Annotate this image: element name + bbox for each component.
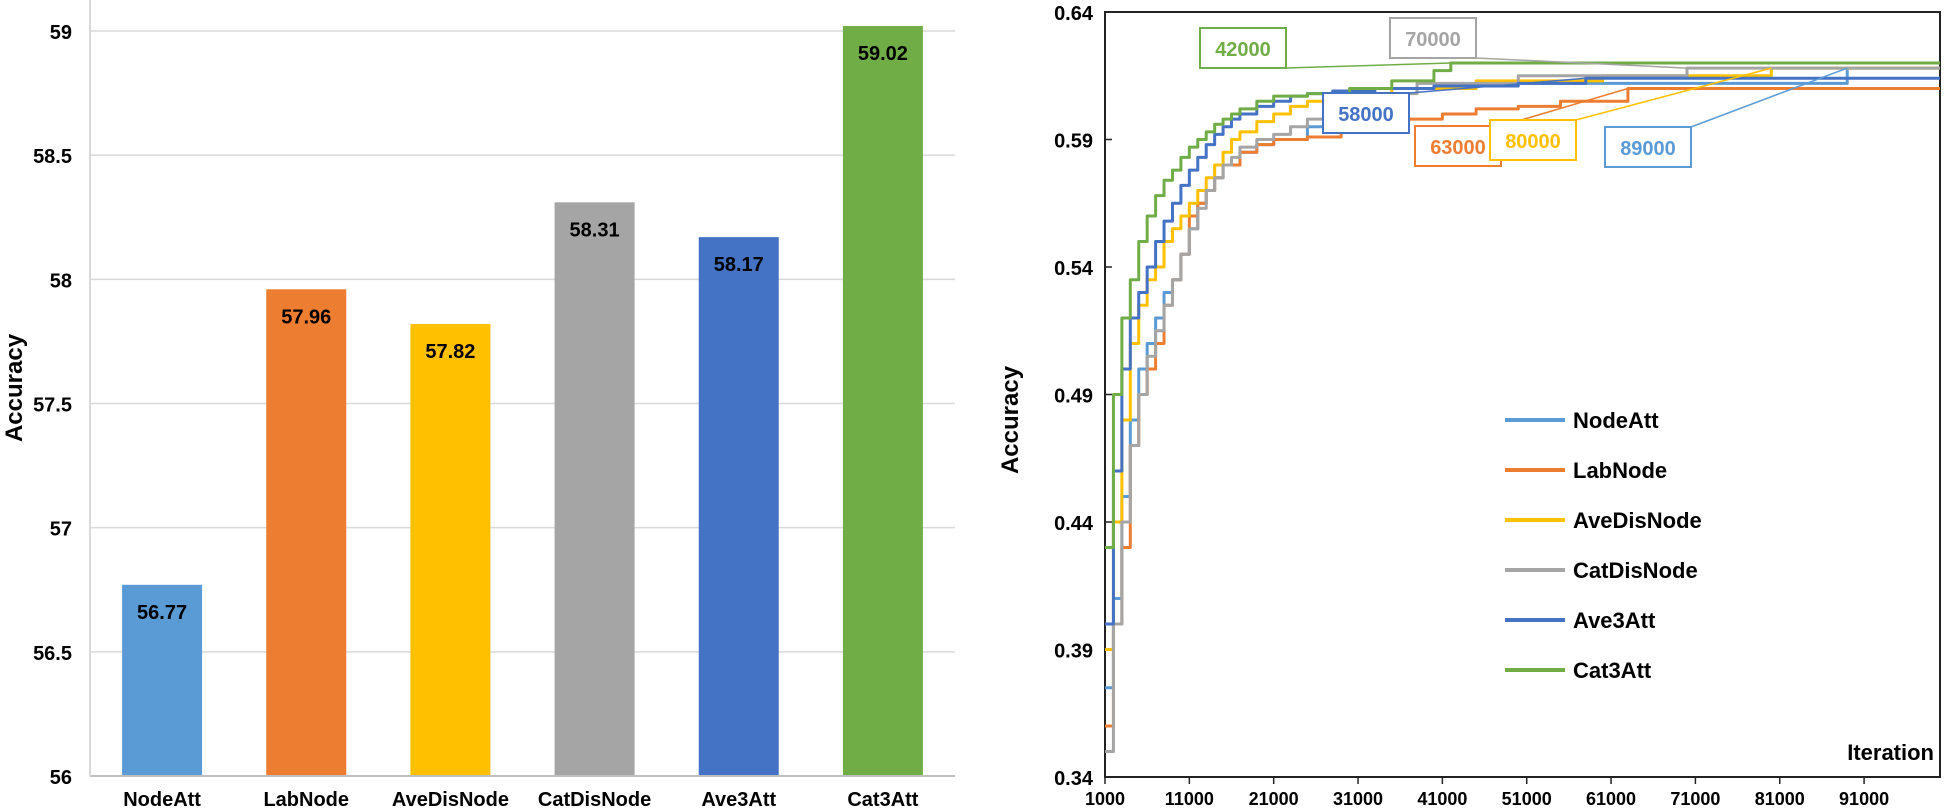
callout-box-cat3att [1199,27,1287,69]
callout-label: 42000 [1215,39,1271,61]
bar-x-tick-label: Ave3Att [701,789,776,811]
bar-y-tick-label: 56.5 [33,643,72,665]
bar-chart: 56 56.5 57 57.5 58 58.5 59 56.77 NodeAtt 57.96 La… [0,0,965,811]
bar-y-tick-label: 58.5 [33,146,72,168]
bar-y-axis-title: Accuracy [1,333,28,442]
bar-ave3att [698,237,779,776]
legend: NodeAtt LabNode AveDisNode CatDisNode Ave3At… [1505,408,1702,683]
line-y-tick-label: 0.64 [1054,3,1094,25]
line-y-tick-label: 0.39 [1054,641,1093,663]
line-x-tick-label: 91000 [1839,789,1889,809]
bar-x-tick-label: LabNode [263,789,349,811]
line-y-tick-label: 0.34 [1054,768,1094,790]
callout-pointer [1690,67,1848,128]
bar-y-tick-label: 57.5 [33,395,72,417]
bar-labnode [266,289,347,776]
callout-box-labnode [1414,125,1502,167]
callout-label: 58000 [1338,104,1394,126]
bar-catdisnode [554,202,635,777]
line-y-axis-title: Accuracy [997,365,1024,474]
line-x-axis-title: Iteration [1847,740,1934,765]
line-x-tick-label: 61000 [1586,789,1636,809]
legend-label: CatDisNode [1573,558,1698,583]
bar-nodeatt [122,584,203,776]
callout-label: 70000 [1405,29,1461,51]
bar-value-label: 57.96 [281,306,331,328]
bar-y-tick-label: 59 [50,22,72,44]
line-y-tick-label: 0.54 [1054,258,1094,280]
callout-box-catdisnode [1389,17,1477,59]
legend-label: Ave3Att [1573,608,1656,633]
bar-value-label: 56.77 [137,602,187,624]
line-y-tick-label: 0.49 [1054,386,1093,408]
callout-pointer [1575,67,1772,121]
bar-value-label: 58.17 [714,254,764,276]
bar-x-tick-label: NodeAtt [123,789,201,811]
bar-x-tick-label: CatDisNode [538,789,651,811]
line-x-tick-label: 21000 [1249,789,1299,809]
legend-label: Cat3Att [1573,658,1652,683]
bar-value-label: 59.02 [858,43,908,65]
bar-y-tick-label: 58 [50,270,72,292]
callout-label: 89000 [1620,138,1676,160]
bar-avedisnode [410,324,491,776]
line-x-tick-label: 31000 [1333,789,1383,809]
bar-cat3att [842,26,923,777]
bar-y-tick-label: 56 [50,767,72,789]
legend-label: AveDisNode [1573,508,1702,533]
callout-pointer [1408,77,1586,94]
callout-box-avedisnode [1489,119,1577,161]
bar-value-label: 58.31 [570,219,620,241]
bar-x-tick-label: Cat3Att [847,789,918,811]
bar-y-tick-label: 57 [50,519,72,541]
line-x-tick-label: 51000 [1502,789,1552,809]
line-y-tick-label: 0.59 [1054,131,1093,153]
line-chart: 0.34 0.39 0.44 0.49 0.54 0.59 0.64 1000 11000 210… [990,0,1945,811]
line-x-tick-label: 1000 [1085,789,1125,809]
series-line-ave3att [1105,76,1940,626]
line-x-tick-label: 71000 [1670,789,1720,809]
line-y-tick-label: 0.44 [1054,513,1094,535]
legend-label: LabNode [1573,458,1667,483]
callout-pointer [1475,57,1688,69]
callout-pointer [1285,62,1451,69]
bar-x-tick-label: AveDisNode [392,789,509,811]
callout-box-nodeatt [1604,126,1692,168]
bar-value-label: 57.82 [425,341,475,363]
callout-label: 80000 [1505,131,1561,153]
line-x-tick-label: 11000 [1165,789,1214,809]
legend-label: NodeAtt [1573,408,1659,433]
callout-box-ave3att [1322,92,1410,134]
callout-label: 63000 [1430,137,1486,159]
line-x-tick-label: 81000 [1755,789,1805,809]
line-x-tick-label: 41000 [1417,789,1467,809]
